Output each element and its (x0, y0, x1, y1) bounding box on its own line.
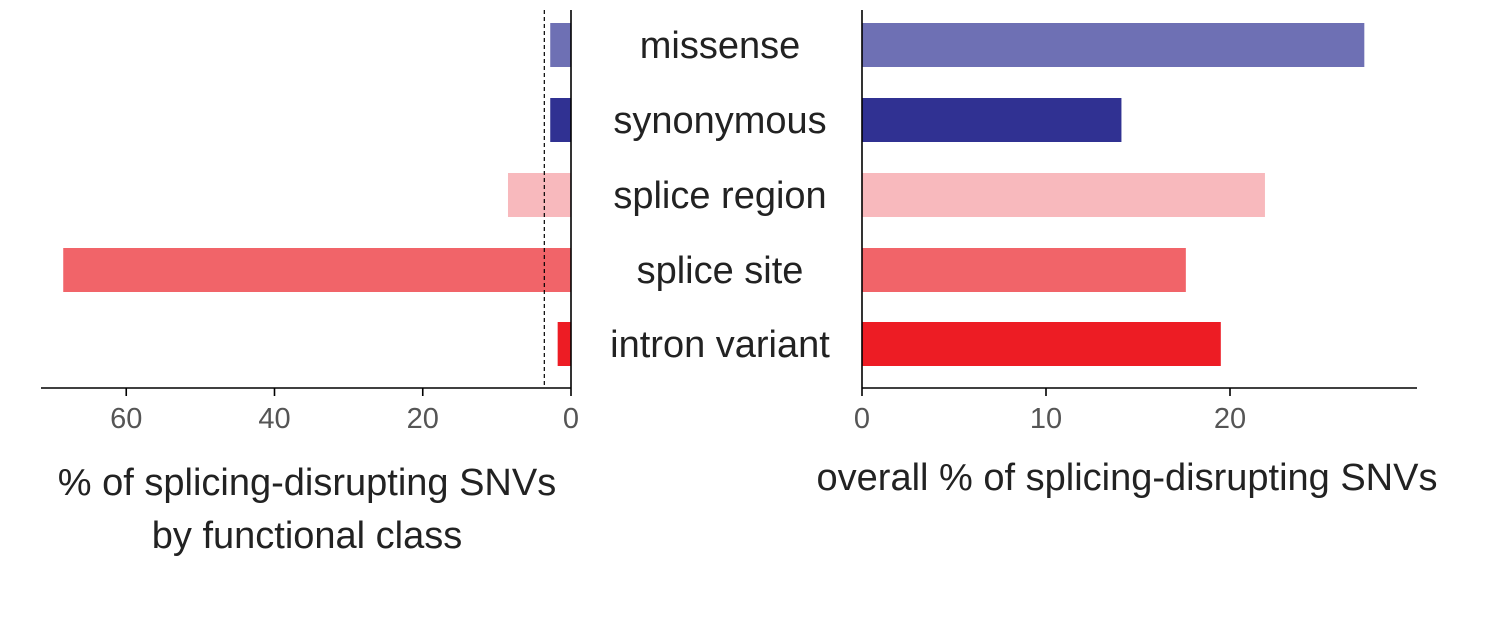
left-x-tick-label: 20 (407, 403, 439, 435)
right-bar-panel: 0 10 20 overall % of splicing-disrupting SN… (817, 10, 1438, 499)
left-x-tick-label: 0 (563, 403, 579, 435)
category-labels: missense synonymous splice region splice si… (610, 25, 830, 366)
left-x-axis-title-line: % of splicing-disrupting SNVs (58, 462, 556, 504)
left-x-tick-label: 40 (258, 403, 290, 435)
right-x-tick-label: 20 (1214, 403, 1246, 435)
left-bar-splice-region (507, 173, 571, 217)
right-bar-synonymous (862, 98, 1122, 142)
left-x-axis-title-line: by functional class (152, 515, 463, 557)
right-bar-intron-variant (862, 322, 1221, 366)
left-bar-synonymous (550, 98, 571, 142)
left-bar-missense (550, 23, 571, 67)
left-bar-intron-variant (557, 322, 571, 366)
left-bar-panel: 0 20 40 60 % of splicing-disrupting SNVs by f… (41, 10, 579, 557)
left-x-tick-label: 60 (110, 403, 142, 435)
category-label-synonymous: synonymous (613, 100, 826, 142)
left-bar-splice-site (63, 248, 571, 292)
right-x-tick-label: 0 (854, 403, 870, 435)
category-label-splice-site: splice site (637, 250, 804, 292)
right-bar-splice-region (862, 173, 1265, 217)
category-label-missense: missense (640, 25, 801, 67)
right-x-axis-title: overall % of splicing-disrupting SNVs (817, 457, 1438, 499)
right-bar-missense (862, 23, 1365, 67)
right-x-tick-label: 10 (1030, 403, 1062, 435)
category-label-intron-variant: intron variant (610, 324, 830, 366)
category-label-splice-region: splice region (613, 175, 826, 217)
right-bar-splice-site (862, 248, 1186, 292)
